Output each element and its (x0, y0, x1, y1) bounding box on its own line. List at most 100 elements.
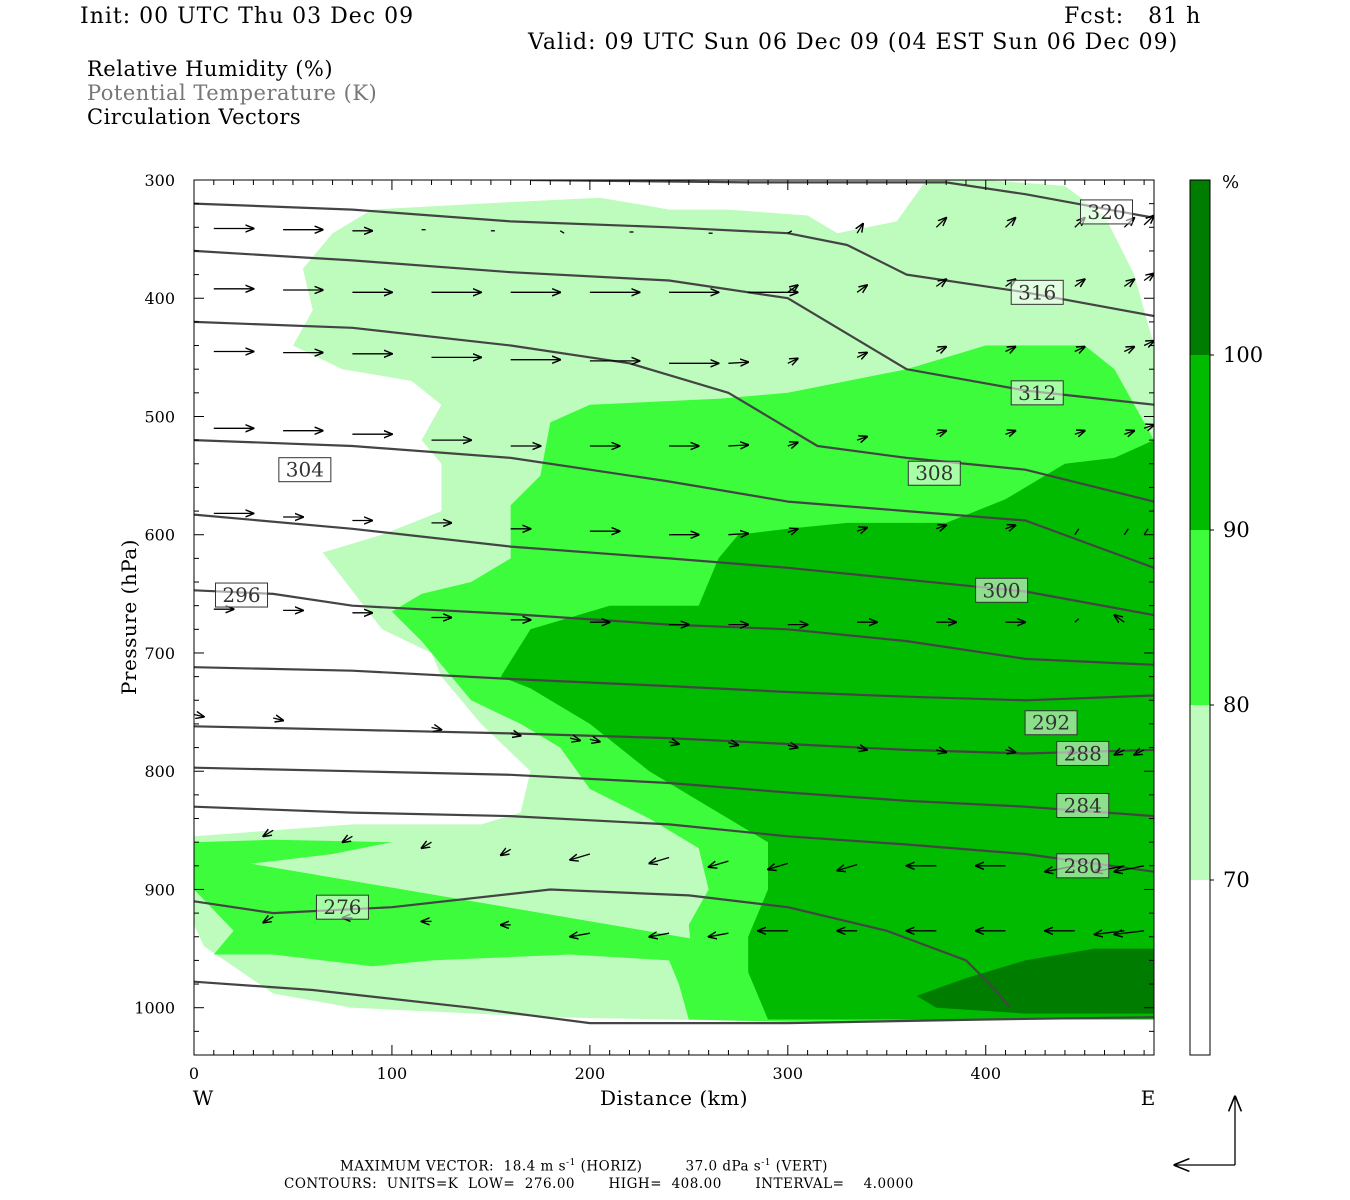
west-label: W (193, 1086, 214, 1110)
vector-27 (1074, 279, 1085, 286)
vector-24 (856, 285, 867, 292)
vector-53 (787, 443, 798, 447)
vector-68 (787, 529, 798, 533)
vector-94 (589, 739, 600, 741)
maximum-vector-label: MAXIMUM VECTOR: (340, 1158, 495, 1175)
y-tick-label-400: 400 (144, 289, 175, 308)
isentrope-label-text: 284 (1064, 794, 1102, 818)
vector-14 (1143, 216, 1154, 226)
y-tick-label-600: 600 (144, 526, 175, 545)
vector-42 (1074, 347, 1085, 352)
x-tick-label-0: 0 (189, 1064, 199, 1083)
vector-100 (1005, 750, 1016, 752)
east-label: E (1141, 1086, 1156, 1110)
vector-37 (728, 362, 748, 363)
isentrope-label-text: 292 (1032, 711, 1070, 735)
y-tick-label-1000: 1000 (134, 999, 175, 1018)
vector-40 (936, 347, 946, 352)
vector-69 (856, 528, 867, 532)
isentrope-label-280: 280 (1056, 853, 1110, 879)
vert-unit: (VERT) (771, 1158, 828, 1175)
isentrope-label-box (907, 460, 961, 486)
vector-124 (709, 933, 729, 937)
isentrope-276-12 (194, 980, 1154, 1025)
isentrope-label-276: 276 (315, 894, 369, 920)
colorbar-segment-4 (1190, 880, 1210, 1055)
isentrope-label-288: 288 (1056, 740, 1110, 766)
vector-103 (1134, 750, 1145, 755)
vector-5 (559, 230, 565, 234)
x-tick-label-100: 100 (377, 1064, 408, 1083)
vector-58 (1124, 431, 1134, 435)
colorbar-unit: % (1222, 172, 1239, 193)
vector-57 (1074, 431, 1085, 435)
isentrope-312-9 (194, 249, 1154, 406)
y-tick-label-500: 500 (144, 407, 175, 426)
valid-time: Valid: 09 UTC Sun 06 Dec 09 (04 EST Sun … (528, 30, 1179, 55)
isentrope-label-text: 300 (982, 578, 1020, 602)
x-tick-label-400: 400 (970, 1064, 1001, 1083)
isentrope-label-text: 296 (222, 583, 260, 607)
isentrope-label-text: 276 (323, 895, 361, 919)
isentrope-label-box (1056, 793, 1110, 819)
colorbar-label-100: 100 (1223, 343, 1263, 367)
vector-41 (1005, 347, 1016, 352)
vector-73 (1123, 528, 1129, 536)
isentrope-label-300: 300 (975, 577, 1029, 603)
isentrope-label-text: 312 (1018, 381, 1056, 405)
isentrope-label-box (1056, 853, 1110, 879)
isentrope-288-3 (194, 725, 1154, 755)
colorbar-label-80: 80 (1223, 693, 1250, 717)
vector-74 (1143, 528, 1149, 536)
vector-44 (1143, 341, 1154, 346)
forecast-hour: Fcst: 81 h (1064, 4, 1202, 29)
isentrope-label-text: 304 (286, 458, 324, 482)
y-tick-label-300: 300 (144, 171, 175, 190)
colorbar-segment-0 (1190, 180, 1210, 355)
vector-70 (936, 525, 946, 529)
vector-90 (273, 718, 283, 720)
vector-25 (935, 279, 946, 286)
vector-112 (837, 863, 858, 871)
vector-122 (570, 933, 591, 937)
legend-potential-temperature: Potential Temperature (K) (87, 81, 378, 105)
isentrope-304-7 (194, 439, 1154, 569)
isentrope-label-box (1010, 279, 1064, 305)
vector-23 (787, 285, 798, 292)
vector-38 (787, 359, 798, 364)
x-tick-label-200: 200 (575, 1064, 606, 1083)
vector-72 (1074, 528, 1080, 536)
vector-105 (343, 836, 353, 842)
vector-106 (422, 842, 432, 848)
vector-131 (1114, 931, 1145, 935)
maximum-vector-line: MAXIMUM VECTOR: 18.4 m s-1 (HORIZ) 37.0 … (340, 1158, 828, 1175)
vector-56 (1005, 431, 1016, 435)
vector-71 (1005, 525, 1016, 529)
isentrope-label-text: 288 (1064, 741, 1102, 765)
y-axis-title: Pressure (hPa) (117, 539, 141, 695)
vector-67 (728, 534, 748, 535)
vector-97 (787, 745, 798, 747)
legend-relative-humidity: Relative Humidity (%) (87, 57, 334, 81)
colorbar-frame (1189, 179, 1211, 1056)
vector-55 (936, 431, 946, 435)
vector-99 (936, 750, 946, 752)
horiz-max: 18.4 m s (503, 1158, 567, 1175)
isentrope-280-1 (194, 805, 1154, 873)
legend-circulation-vectors: Circulation Vectors (87, 105, 302, 129)
vector-102 (1114, 750, 1125, 755)
vector-110 (709, 860, 729, 867)
reference-vector (1175, 1097, 1235, 1165)
isentrope-292-4 (194, 666, 1154, 702)
vector-95 (668, 742, 679, 744)
vector-111 (768, 862, 788, 869)
isentrope-label-box (1079, 199, 1133, 225)
isentrope-label-312: 312 (1010, 380, 1064, 406)
vector-117 (1114, 865, 1145, 872)
vector-108 (570, 853, 591, 860)
axes: 300 400 500 600 700 800 900 1000 0 100 200 300 400 (134, 171, 1154, 1083)
vector-43 (1124, 347, 1134, 352)
colorbar-segment-2 (1190, 530, 1210, 705)
circulation-vectors (194, 216, 1154, 937)
y-tick-label-800: 800 (144, 762, 175, 781)
